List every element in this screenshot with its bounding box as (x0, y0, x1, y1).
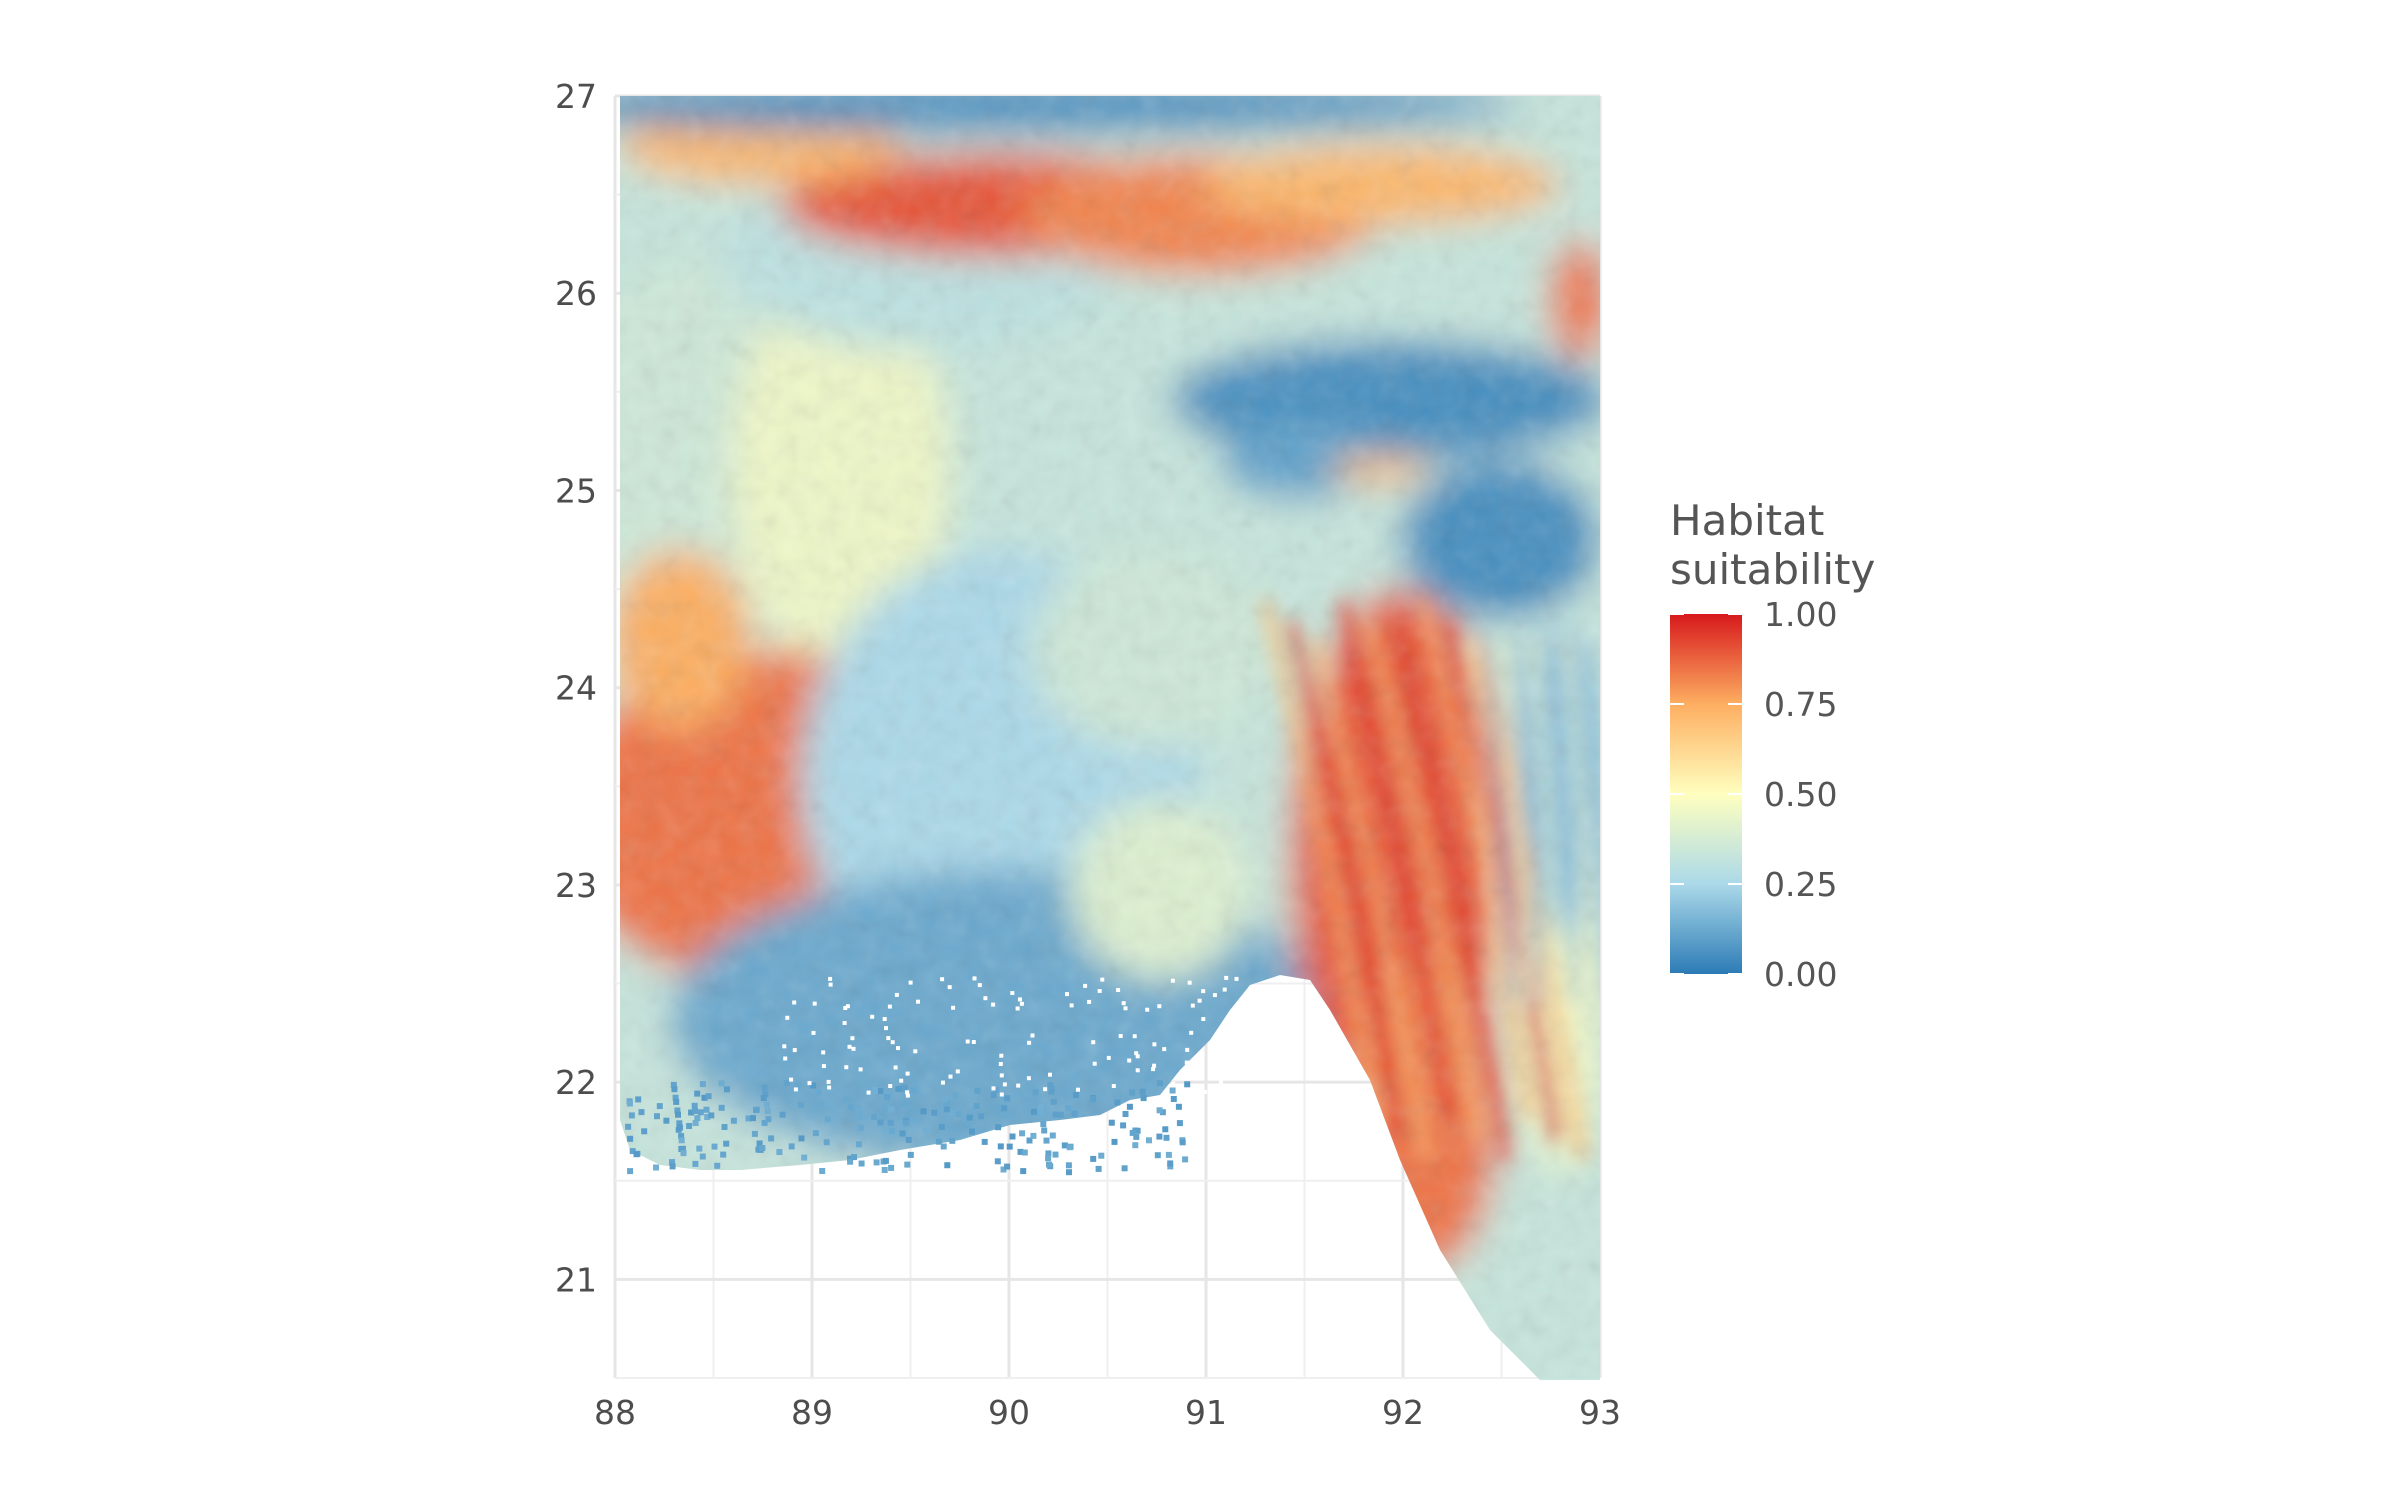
coastal-islands (625, 975, 1241, 1176)
y-tick-label: 22 (555, 1063, 597, 1102)
suitability-raster (620, 96, 1600, 1380)
y-tick-label: 21 (555, 1260, 597, 1299)
legend-tick-label: 1.00 (1764, 595, 1837, 634)
legend-title-line1: Habitat (1670, 496, 1824, 545)
legend-title-line2: suitability (1670, 545, 1875, 594)
x-tick-label: 91 (1185, 1393, 1227, 1432)
legend-tick-label: 0.75 (1764, 685, 1837, 724)
x-tick-label: 93 (1579, 1393, 1621, 1432)
legend-tick-label: 0.25 (1764, 865, 1837, 904)
y-tick-label: 23 (555, 866, 597, 905)
y-tick-label: 27 (555, 77, 597, 116)
x-tick-label: 89 (791, 1393, 833, 1432)
y-tick-label: 26 (555, 274, 597, 313)
x-tick-label: 90 (988, 1393, 1030, 1432)
x-tick-label: 92 (1382, 1393, 1424, 1432)
legend: Habitat suitability 1.00 0.75 0.50 0.25 0.00 (1670, 496, 1875, 994)
y-tick-label: 24 (555, 669, 597, 708)
legend-tick-label: 0.00 (1764, 955, 1837, 994)
y-tick-label: 25 (555, 471, 597, 510)
x-tick-label: 88 (594, 1393, 636, 1432)
y-axis-ticks: 21 22 23 24 25 26 27 (555, 77, 597, 1299)
x-axis-ticks: 88 89 90 91 92 93 (594, 1393, 1621, 1432)
legend-ticks: 1.00 0.75 0.50 0.25 0.00 (1670, 595, 1837, 994)
legend-tick-label: 0.50 (1764, 775, 1837, 814)
